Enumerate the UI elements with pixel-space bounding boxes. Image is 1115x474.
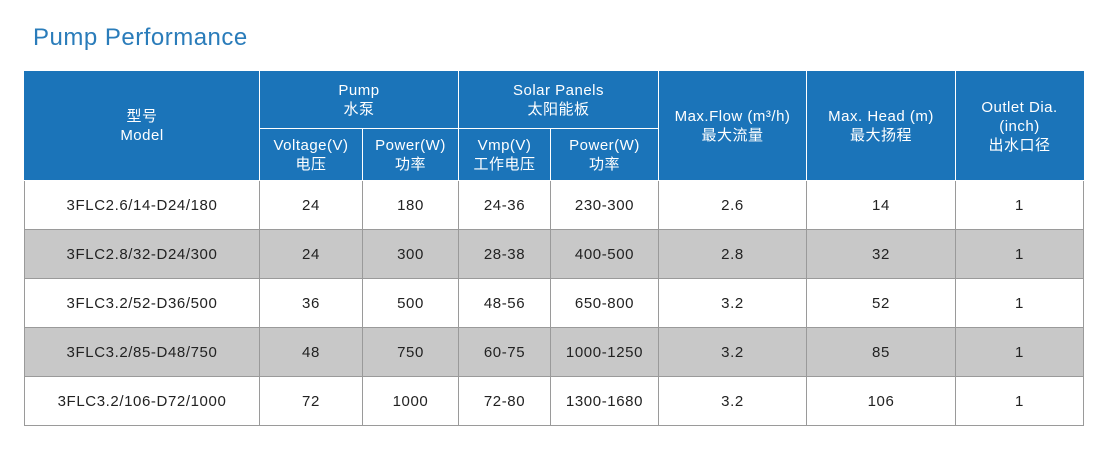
data-cell: 3.2 — [658, 278, 807, 328]
header-cell: Outlet Dia. (inch) 出水口径 — [955, 71, 1084, 181]
data-cell: 52 — [806, 278, 956, 328]
header-text: Pump — [338, 82, 380, 99]
header-text: Max.Flow (m³/h) — [674, 108, 791, 125]
data-cell: 60-75 — [458, 327, 551, 377]
data-cell: 1000-1250 — [550, 327, 659, 377]
data-cell: 32 — [806, 229, 956, 279]
data-cell: 500 — [362, 278, 459, 328]
data-cell: 1 — [955, 327, 1084, 377]
data-row: 3FLC2.6/14-D24/180 24 180 24-36 230-300 2.6 14… — [24, 180, 1084, 230]
header-cell: Pump 水泵 — [259, 71, 459, 129]
subheader-cell: Power(W) 功率 — [362, 128, 459, 181]
data-row: 3FLC3.2/106-D72/1000 72 1000 72-80 1300-1680… — [24, 376, 1084, 426]
data-cell: 72-80 — [458, 376, 551, 426]
header-row: 型号 Model Pump 水泵 Solar Panels 太阳能板 Max.Flow (m… — [24, 71, 1084, 181]
data-cell: 2.8 — [658, 229, 807, 279]
header-cell: Max.Flow (m³/h) 最大流量 — [658, 71, 807, 181]
header-text: 最大扬程 — [849, 127, 912, 144]
subheader-cell: Voltage(V) 电压 — [259, 128, 363, 181]
header-text: 出水口径 — [988, 136, 1051, 154]
model-cell: 3FLC3.2/106-D72/1000 — [24, 376, 260, 426]
header-text: 最大流量 — [701, 127, 764, 144]
data-cell: 2.6 — [658, 180, 807, 230]
data-cell: 3.2 — [658, 327, 807, 377]
header-text: 型号 — [126, 108, 158, 125]
data-cell: 750 — [362, 327, 459, 377]
data-cell: 85 — [806, 327, 956, 377]
data-cell: 48 — [259, 327, 363, 377]
data-cell: 36 — [259, 278, 363, 328]
model-cell: 3FLC2.8/32-D24/300 — [24, 229, 260, 279]
data-cell: 1 — [955, 278, 1084, 328]
header-text: Voltage(V) — [273, 136, 349, 154]
data-cell: 106 — [806, 376, 956, 426]
header-text: Power(W) — [569, 136, 640, 154]
data-cell: 1 — [955, 376, 1084, 426]
data-cell: 1300-1680 — [550, 376, 659, 426]
header-text: Max. Head (m) — [828, 108, 934, 125]
data-cell: 1 — [955, 180, 1084, 230]
header-text: 功率 — [588, 155, 620, 173]
performance-table: 型号 Model Pump 水泵 Solar Panels 太阳能板 Max.Flow (m… — [24, 71, 1084, 426]
data-cell: 24 — [259, 180, 363, 230]
data-cell: 180 — [362, 180, 459, 230]
header-text: (inch) — [999, 117, 1040, 135]
data-cell: 3.2 — [658, 376, 807, 426]
header-text: 工作电压 — [473, 155, 536, 173]
data-cell: 14 — [806, 180, 956, 230]
data-cell: 230-300 — [550, 180, 659, 230]
header-text: Outlet Dia. — [981, 98, 1058, 116]
model-cell: 3FLC3.2/85-D48/750 — [24, 327, 260, 377]
data-cell: 48-56 — [458, 278, 551, 328]
data-cell: 300 — [362, 229, 459, 279]
header-text: 太阳能板 — [527, 101, 590, 118]
data-cell: 1000 — [362, 376, 459, 426]
model-cell: 3FLC2.6/14-D24/180 — [24, 180, 260, 230]
header-text: 功率 — [394, 155, 426, 173]
subheader-row: Voltage(V) 电压 Power(W) 功率 Vmp(V) 工作电压 Power(W)… — [25, 128, 1084, 181]
subheader-cell: Vmp(V) 工作电压 — [458, 128, 551, 181]
data-row: 3FLC3.2/85-D48/750 48 750 60-75 1000-1250 3.2… — [24, 327, 1084, 377]
header-text: 水泵 — [343, 101, 375, 118]
header-text: Solar Panels — [512, 82, 605, 99]
page-title: Pump Performance — [33, 24, 248, 51]
header-cell: Solar Panels 太阳能板 — [458, 71, 659, 129]
data-cell: 24 — [259, 229, 363, 279]
header-cell: 型号 Model — [24, 71, 260, 181]
header-text: Power(W) — [375, 136, 446, 154]
header-cell: Max. Head (m) 最大扬程 — [806, 71, 956, 181]
data-row: 3FLC3.2/52-D36/500 36 500 48-56 650-800 3.2 52… — [24, 278, 1084, 328]
header-text: Model — [120, 127, 164, 144]
data-row: 3FLC2.8/32-D24/300 24 300 28-38 400-500 2.8 32… — [24, 229, 1084, 279]
header-text: 电压 — [295, 155, 327, 173]
data-cell: 28-38 — [458, 229, 551, 279]
subheader-cell: Power(W) 功率 — [550, 128, 659, 181]
data-cell: 24-36 — [458, 180, 551, 230]
model-cell: 3FLC3.2/52-D36/500 — [24, 278, 260, 328]
data-cell: 400-500 — [550, 229, 659, 279]
data-cell: 650-800 — [550, 278, 659, 328]
data-cell: 1 — [955, 229, 1084, 279]
header-text: Vmp(V) — [477, 136, 532, 154]
data-cell: 72 — [259, 376, 363, 426]
